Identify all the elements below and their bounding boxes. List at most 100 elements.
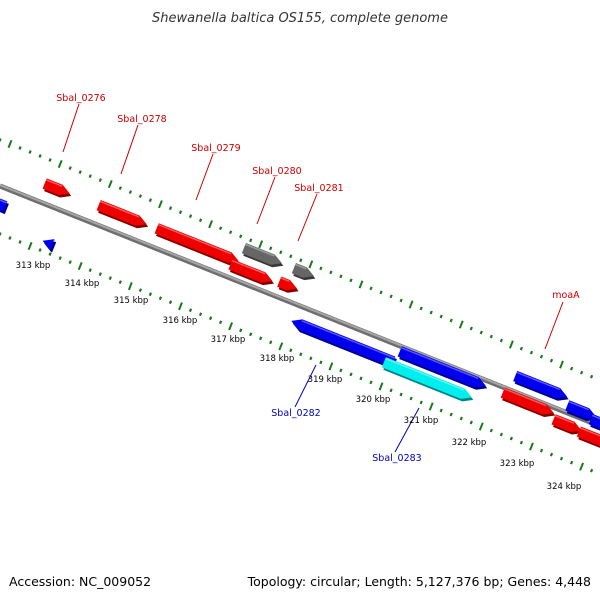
minor-tick — [259, 336, 263, 341]
minor-tick — [469, 420, 473, 425]
gene-label-sbal-0283[interactable]: Sbal_0283 — [372, 453, 421, 464]
gene-reverse[interactable] — [228, 259, 273, 283]
gene-label-sbal-0281[interactable]: Sbal_0281 — [294, 183, 343, 194]
gene-other[interactable] — [291, 263, 314, 278]
minor-tick — [489, 428, 493, 433]
gene-forward-highlight — [301, 320, 396, 359]
gene-forward[interactable] — [0, 193, 8, 212]
gene-forward-highlight — [0, 199, 8, 204]
kbp-label: 316 kbp — [163, 316, 198, 326]
label-leader-line — [294, 364, 317, 408]
minor-tick — [18, 240, 22, 244]
gene-forward[interactable] — [588, 414, 600, 441]
gene-reverse[interactable] — [551, 414, 582, 432]
gene-reverse-highlight — [554, 414, 575, 424]
minor-tick — [58, 256, 62, 261]
gene-highlight[interactable] — [381, 357, 472, 399]
gene-reverse[interactable] — [42, 178, 70, 195]
minor-tick — [589, 374, 594, 379]
gene-forward-highlight — [516, 371, 560, 391]
minor-tick — [539, 448, 544, 453]
label-leaders — [62, 103, 564, 453]
minor-tick — [319, 360, 323, 365]
minor-tick — [249, 238, 253, 243]
minor-tick — [78, 170, 82, 175]
minor-tick — [239, 328, 243, 333]
gene-forward[interactable] — [565, 400, 597, 419]
label-leader-line — [394, 407, 420, 453]
minor-tick — [138, 194, 143, 199]
minor-tick — [8, 236, 12, 240]
minor-tick — [439, 314, 443, 319]
gene-reverse-highlight — [45, 179, 63, 187]
gene-forward[interactable] — [42, 239, 55, 250]
gene-label-sbal-0282[interactable]: Sbal_0282 — [271, 408, 320, 419]
minor-tick — [249, 332, 253, 337]
minor-tick — [148, 292, 153, 297]
gene-forward[interactable] — [397, 346, 486, 388]
minor-tick — [369, 380, 373, 385]
gene-reverse-highlight — [99, 200, 140, 218]
minor-tick — [118, 186, 122, 191]
gene-reverse-highlight — [157, 223, 232, 255]
genome-summary-text: Topology: circular; Length: 5,127,376 bp… — [247, 574, 591, 589]
major-tick — [158, 200, 163, 209]
major-tick — [358, 280, 364, 289]
gene-reverse[interactable] — [154, 223, 239, 263]
minor-tick — [419, 400, 423, 405]
gene-forward[interactable] — [291, 319, 396, 367]
kbp-label: 314 kbp — [65, 279, 100, 289]
kbp-label: 315 kbp — [114, 296, 149, 306]
minor-tick — [349, 372, 353, 377]
gene-reverse[interactable] — [576, 426, 600, 456]
label-leader-line — [62, 103, 80, 153]
minor-tick — [128, 190, 133, 195]
minor-tick — [379, 290, 383, 295]
major-tick — [508, 340, 514, 349]
minor-tick — [579, 370, 584, 375]
gene-reverse[interactable] — [277, 276, 298, 291]
kbp-label: 319 kbp — [308, 375, 343, 385]
minor-tick — [549, 358, 554, 363]
gene-label-sbal-0278[interactable]: Sbal_0278 — [117, 114, 166, 125]
gene-forward[interactable] — [513, 370, 568, 399]
gene-label-sbal-0276[interactable]: Sbal_0276 — [56, 93, 105, 104]
minor-tick — [18, 146, 22, 150]
minor-tick — [479, 330, 483, 335]
major-tick — [308, 260, 314, 269]
gene-reverse[interactable] — [500, 387, 554, 415]
gene-reverse-highlight — [503, 388, 547, 407]
gene-forward-highlight — [400, 346, 479, 380]
gene-label-moaa[interactable]: moaA — [552, 290, 580, 301]
genome-backbone — [0, 183, 600, 429]
minor-tick — [178, 210, 183, 215]
major-tick — [408, 300, 414, 309]
minor-tick — [138, 288, 143, 293]
minor-tick — [519, 440, 524, 445]
minor-tick — [389, 294, 393, 299]
minor-tick — [419, 306, 423, 311]
minor-tick — [228, 230, 233, 235]
minor-tick — [98, 178, 102, 183]
minor-tick — [269, 246, 273, 251]
minor-tick — [68, 166, 72, 171]
minor-tick — [569, 460, 574, 465]
gene-other[interactable] — [241, 243, 282, 265]
major-tick — [228, 322, 234, 331]
major-tick — [428, 402, 434, 411]
minor-tick — [529, 350, 534, 355]
minor-tick — [469, 326, 473, 331]
minor-tick — [118, 280, 122, 285]
gene-reverse[interactable] — [96, 200, 147, 226]
minor-tick — [439, 408, 443, 413]
kbp-label: 320 kbp — [356, 395, 391, 405]
major-tick — [378, 382, 384, 391]
gene-label-sbal-0280[interactable]: Sbal_0280 — [252, 166, 301, 177]
gene-label-sbal-0279[interactable]: Sbal_0279 — [191, 143, 240, 154]
minor-tick — [509, 436, 514, 441]
label-leader-line — [256, 176, 276, 225]
minor-tick — [429, 310, 433, 315]
minor-tick — [88, 268, 92, 272]
minor-tick — [239, 234, 243, 239]
